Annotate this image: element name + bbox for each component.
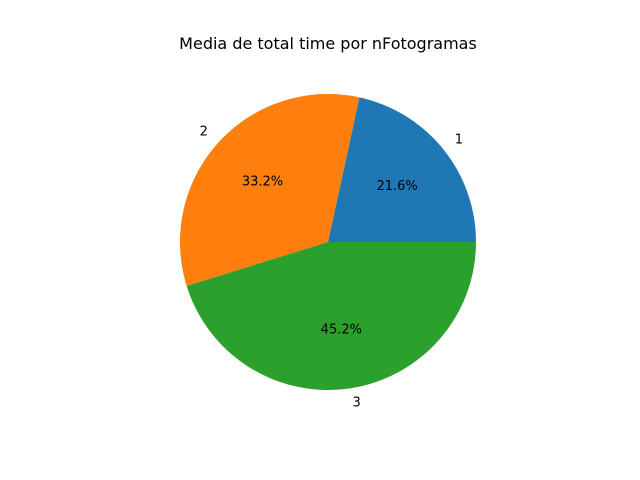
chart-title: Media de total time por nFotogramas — [179, 34, 477, 53]
pie-label-1: 1 — [455, 132, 463, 147]
pie-label-3: 3 — [352, 395, 360, 410]
pie-slice-1 — [328, 97, 477, 242]
pie-slice-2 — [180, 94, 360, 286]
pie-value-label-1: 21.6% — [376, 179, 417, 194]
pie-value-label-3: 45.2% — [321, 322, 362, 337]
pie-label-2: 2 — [200, 125, 208, 140]
pie-labels: 1 21.6% 2 33.2% 3 45.2% — [200, 125, 463, 411]
pie-slice-3 — [186, 242, 476, 391]
pie-slices — [180, 94, 477, 391]
pie-value-label-2: 33.2% — [242, 175, 283, 190]
